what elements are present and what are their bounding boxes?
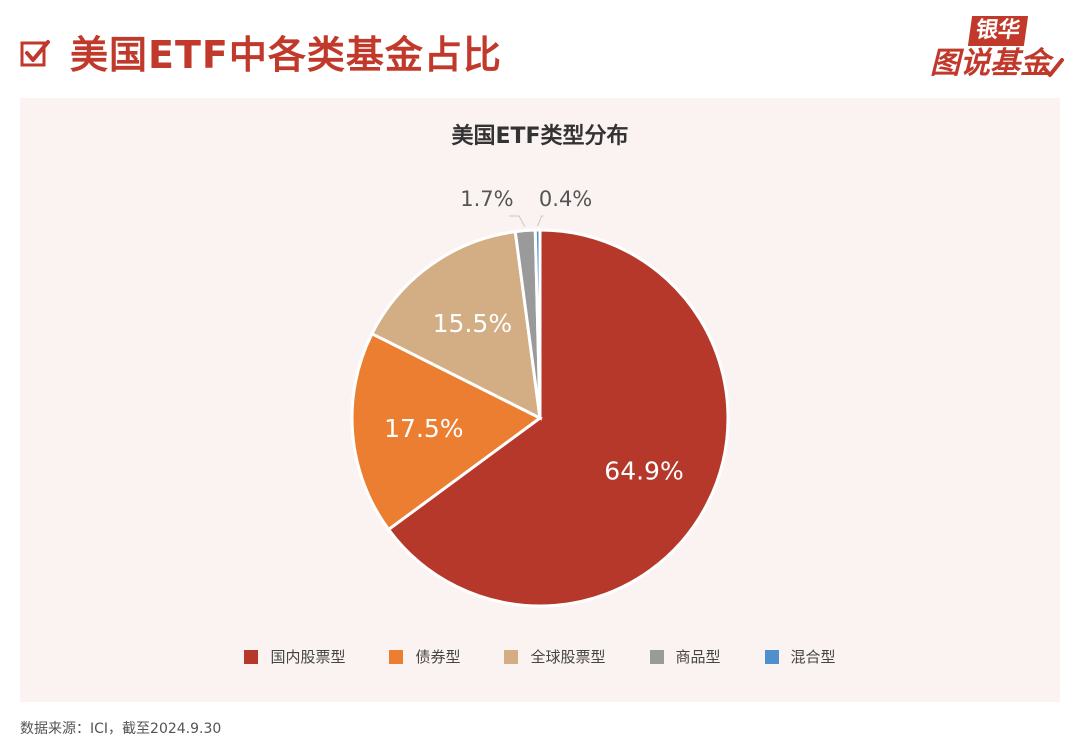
legend-label: 国内股票型 [270, 648, 346, 666]
pie-slice [533, 228, 542, 419]
legend-swatch [504, 649, 519, 664]
legend-swatch [649, 649, 664, 664]
data-label: 0.4% [539, 187, 592, 211]
brand-logo: 银华 图说基金 [930, 16, 1070, 86]
pie-slice [350, 331, 543, 532]
source-note: 数据来源：ICI，截至2024.9.30 [20, 721, 222, 737]
logo-bottom-text: 图说基金 [930, 46, 1050, 81]
data-label: 17.5% [384, 414, 463, 443]
data-label: 64.9% [604, 457, 683, 486]
legend-swatch [389, 649, 404, 664]
pie-slice [369, 229, 542, 421]
legend-swatch [244, 649, 259, 664]
legend-item: 国内股票型 [244, 646, 345, 667]
legend-item: 混合型 [764, 646, 836, 667]
legend-item: 全球股票型 [504, 646, 606, 667]
checkbox-icon [20, 40, 50, 67]
legend-label: 全球股票型 [530, 648, 606, 666]
legend-item: 商品型 [649, 646, 721, 667]
pie-slice [386, 228, 730, 608]
legend-label: 混合型 [790, 648, 836, 666]
legend: 国内股票型 债券型 全球股票型 商品型 混合型 [20, 646, 1060, 667]
pie-chart: 64.9% 17.5% 15.5% 1.7% 0.4% [350, 187, 730, 608]
legend-label: 债券型 [415, 648, 461, 666]
leader-line [537, 215, 544, 227]
check-icon [1042, 58, 1064, 77]
legend-swatch [764, 649, 779, 664]
leader-line [508, 215, 526, 227]
chart-panel: 美国ETF类型分布 64.9% 17.5% 15.5% 1.7% 0.4% 国内股票型 债… [20, 98, 1060, 702]
header: 美国ETF中各类基金占比 银华 图说基金 [0, 0, 1080, 98]
data-label: 1.7% [460, 187, 513, 211]
logo-top-text: 银华 [967, 16, 1029, 46]
legend-item: 债券型 [389, 646, 460, 667]
data-label: 15.5% [433, 309, 512, 338]
page-title: 美国ETF中各类基金占比 [70, 33, 502, 77]
chart-title: 美国ETF类型分布 [451, 124, 629, 149]
legend-label: 商品型 [675, 648, 721, 666]
